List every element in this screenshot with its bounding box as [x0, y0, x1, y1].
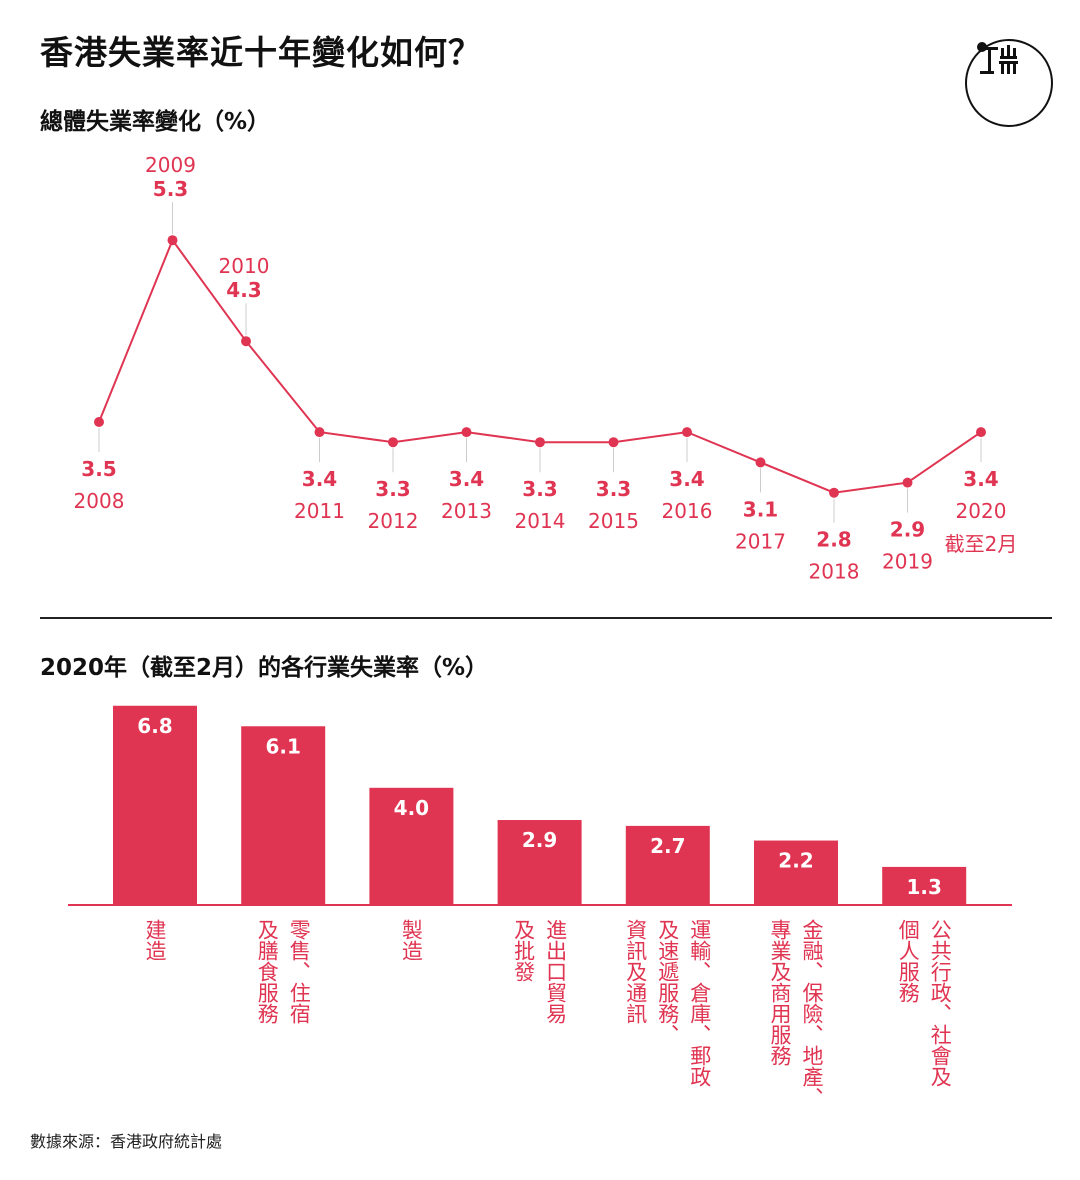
data-label: 3.4 [963, 467, 998, 491]
data-point [461, 427, 472, 438]
x-tick-label: 2019 [882, 550, 933, 574]
category-label: 零售、住宿 [287, 919, 311, 1024]
data-point [535, 437, 545, 448]
data-label: 3.3 [522, 477, 557, 501]
category-label: 製造 [399, 919, 423, 961]
bar [882, 866, 967, 905]
data-point [902, 477, 913, 488]
data-label: 3.1 [743, 497, 778, 521]
bar-value-label: 2.2 [778, 849, 813, 873]
category-label: 運輸、倉庫、郵政 [688, 919, 712, 1087]
data-point [167, 235, 178, 246]
data-point-group: 3.4 2020 截至2月 [945, 427, 1018, 556]
bar-value-label: 2.9 [522, 828, 557, 852]
data-point-group: 2.8 2018 [809, 487, 860, 584]
bar [113, 705, 197, 905]
section-divider [40, 617, 1052, 619]
data-source: 數據來源：香港政府統計處 [30, 1132, 223, 1151]
data-label: 3.4 [302, 467, 337, 491]
x-tick-sublabel: 截至2月 [945, 532, 1018, 556]
category-label: 建造 [143, 919, 167, 961]
category-label: 個人服務 [896, 919, 920, 1003]
category-label: 及批發 [512, 919, 536, 982]
data-point-group: 3.5 2008 [74, 417, 125, 513]
category-label: 專業及商用服務 [768, 919, 792, 1066]
bar-value-label: 6.8 [137, 714, 172, 738]
data-point-group: 3.1 2017 [735, 457, 786, 553]
category-label: 資訊及通訊 [624, 919, 648, 1024]
data-label: 4.3 [226, 278, 261, 302]
data-point [94, 417, 104, 427]
data-label: 2.8 [816, 528, 851, 552]
data-point-group: 3.4 2011 [294, 427, 345, 523]
data-point-group: 3.3 2015 [588, 437, 639, 533]
data-label: 3.4 [669, 467, 704, 491]
data-label: 3.3 [375, 477, 410, 501]
bar-value-label: 4.0 [394, 796, 429, 820]
bar-value-label: 1.3 [906, 875, 941, 899]
data-point-group: 3.3 2012 [368, 437, 419, 533]
x-tick-label: 2009 [145, 153, 196, 177]
initium-logo-icon [964, 38, 1054, 128]
data-point-group: 3.4 2016 [662, 427, 713, 523]
data-point [388, 437, 398, 448]
x-tick-label: 2010 [219, 254, 270, 278]
data-point-group: 3.3 2014 [515, 437, 566, 533]
data-point [608, 437, 619, 448]
line-chart-title: 總體失業率變化（%） [40, 109, 271, 135]
data-point [241, 336, 251, 347]
data-point [755, 457, 766, 468]
x-tick-label: 2016 [662, 499, 713, 523]
bar [754, 840, 838, 905]
x-tick-label: 2013 [441, 499, 492, 523]
data-label: 3.5 [81, 457, 116, 481]
data-point [314, 427, 325, 438]
x-tick-label: 2011 [294, 499, 345, 523]
data-label: 3.4 [449, 467, 484, 491]
category-label: 金融、保險、地產、 [800, 919, 824, 1108]
x-tick-label: 2008 [74, 489, 125, 513]
bar-chart-title: 2020年（截至2月）的各行業失業率（%） [40, 655, 489, 681]
x-tick-label: 2015 [588, 509, 639, 533]
bar [497, 820, 582, 905]
data-point [682, 427, 692, 438]
x-tick-label: 2012 [368, 509, 419, 533]
data-point [976, 427, 986, 438]
x-tick-label: 2014 [515, 509, 566, 533]
x-tick-label: 2020 [956, 499, 1007, 523]
category-label: 及膳食服務 [255, 919, 279, 1024]
data-point-group: 3.4 2013 [441, 427, 492, 523]
x-tick-label: 2017 [735, 529, 786, 553]
data-label: 3.3 [596, 477, 631, 501]
bar [241, 726, 326, 905]
bar-value-label: 2.7 [650, 834, 685, 858]
bar [625, 825, 710, 905]
data-point [829, 487, 839, 498]
bar [369, 787, 454, 905]
data-label: 2.9 [890, 518, 925, 542]
category-label: 進出口貿易 [544, 919, 568, 1024]
category-label: 公共行政、社會及 [928, 919, 952, 1087]
data-label: 5.3 [153, 177, 188, 201]
x-tick-label: 2018 [809, 560, 860, 584]
bar-value-label: 6.1 [265, 734, 300, 758]
data-point-group: 2.9 2019 [882, 477, 933, 574]
page-title: 香港失業率近十年變化如何？ [40, 33, 482, 72]
category-label: 及速遞服務、 [656, 919, 680, 1045]
